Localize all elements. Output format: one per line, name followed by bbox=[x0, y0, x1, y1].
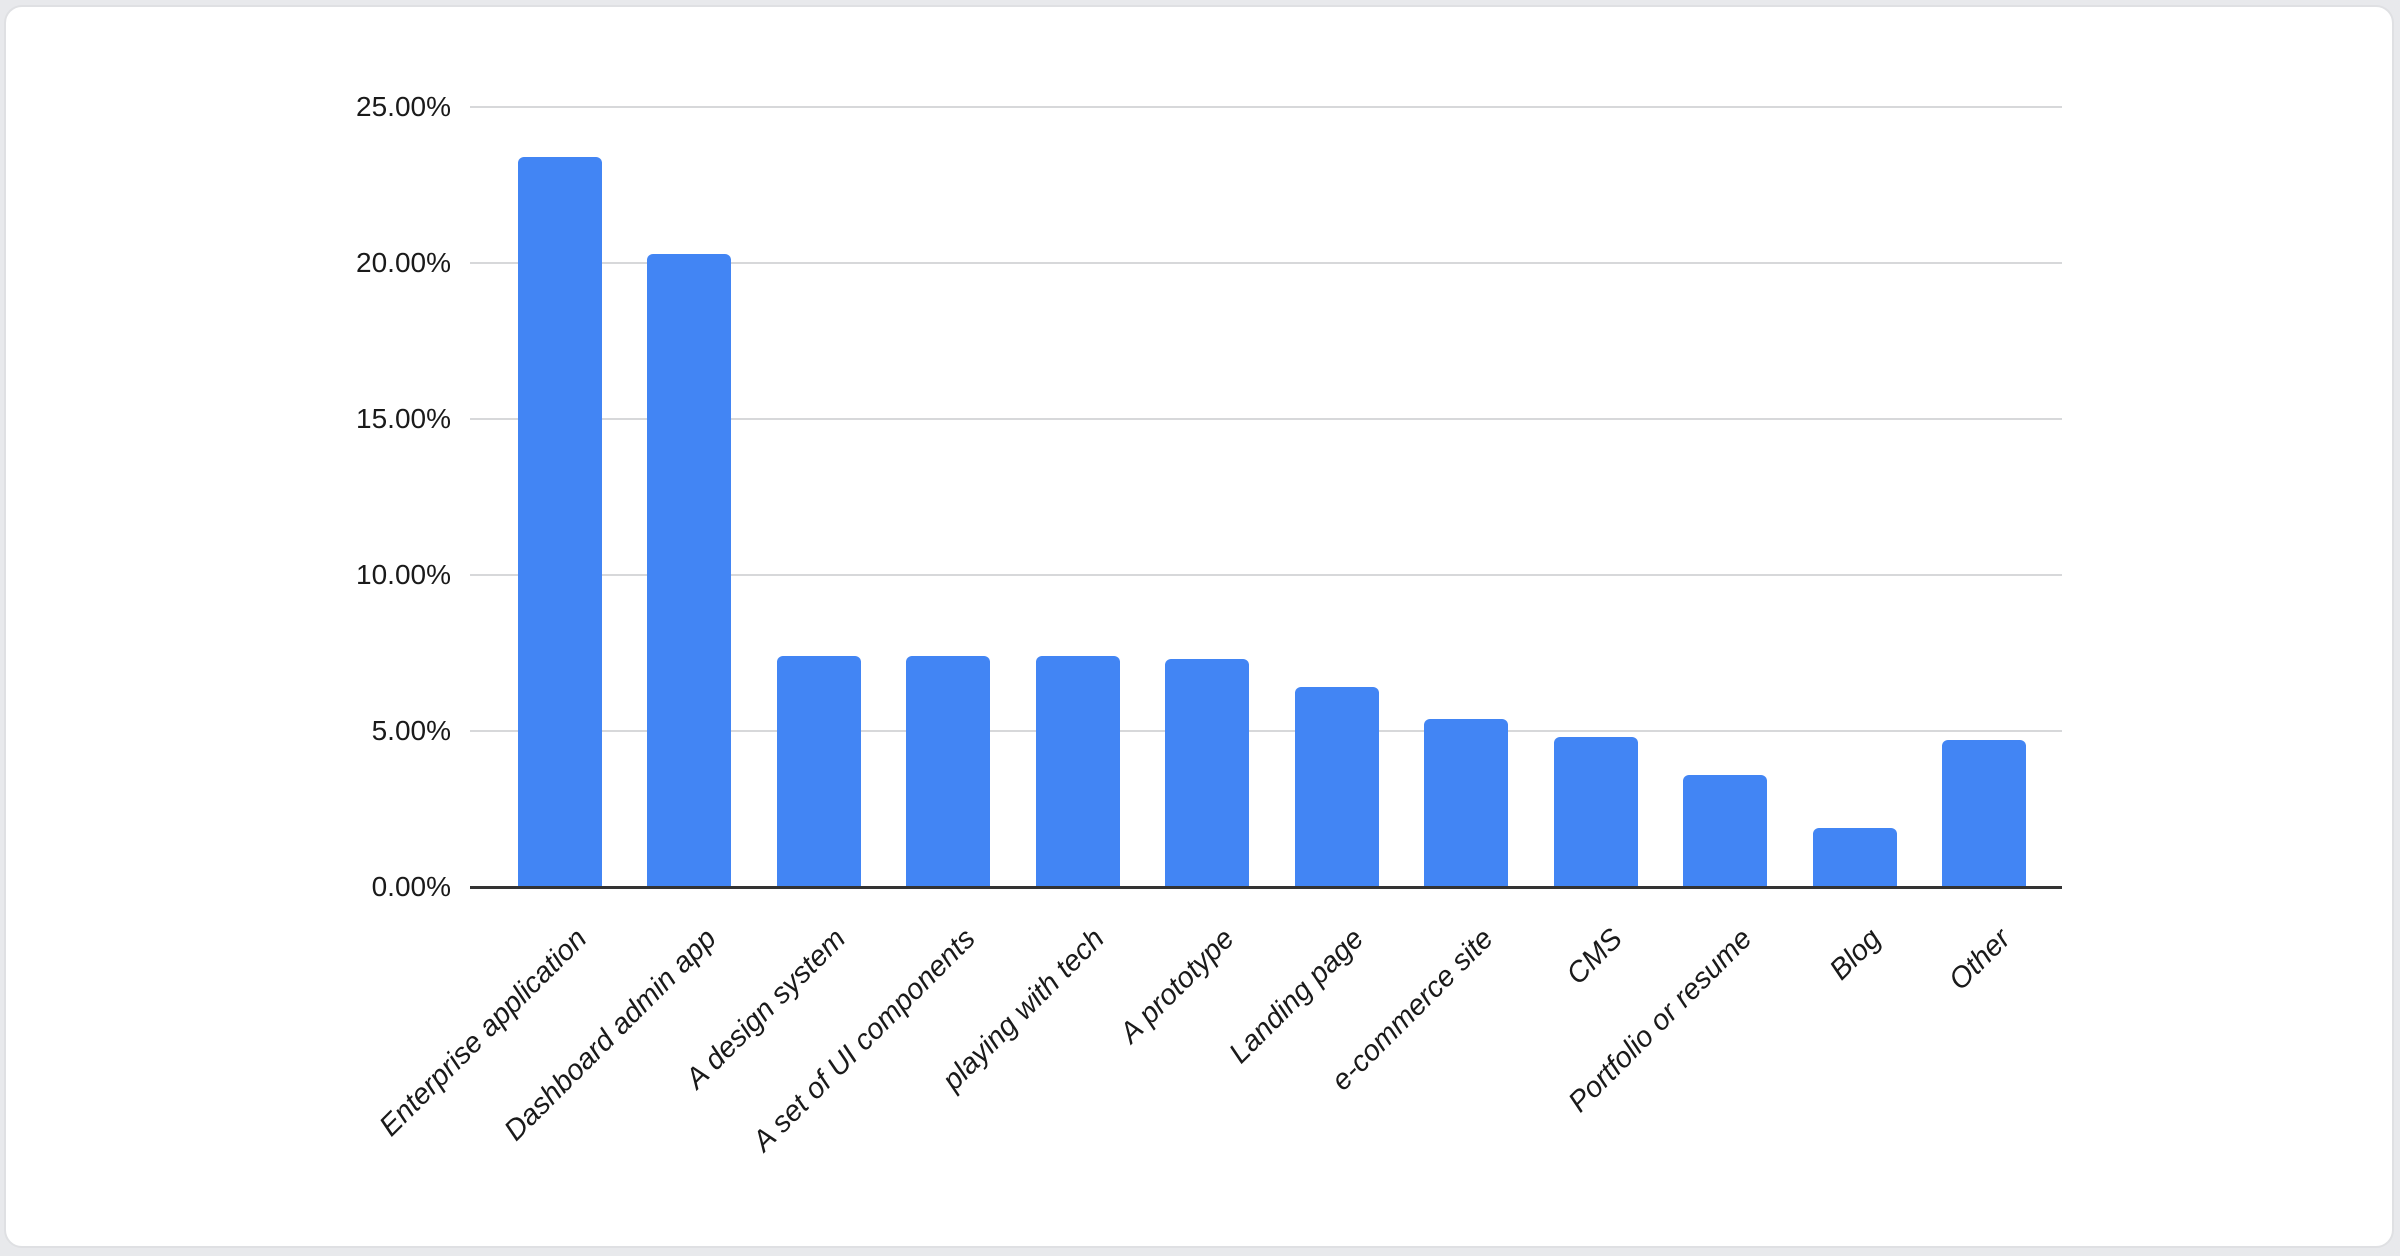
bar-e-commerce-site[interactable] bbox=[1424, 719, 1508, 887]
y-tick-label-20-00: 20.00% bbox=[356, 247, 451, 278]
bar-landing-page[interactable] bbox=[1295, 687, 1379, 887]
x-tick-label-a-prototype: A prototype bbox=[1113, 922, 1241, 1050]
bar-other[interactable] bbox=[1942, 740, 2026, 887]
x-tick-label-a-set-of-ui-components: A set of UI components bbox=[746, 922, 982, 1158]
bar-a-set-of-ui-components[interactable] bbox=[906, 656, 990, 887]
bar-portfolio-or-resume[interactable] bbox=[1683, 775, 1767, 887]
bar-playing-with-tech[interactable] bbox=[1036, 656, 1120, 887]
bar-a-prototype[interactable] bbox=[1165, 659, 1249, 887]
bar-blog[interactable] bbox=[1813, 828, 1897, 887]
gridline-10-00 bbox=[470, 574, 2062, 576]
x-tick-label-blog: Blog bbox=[1824, 922, 1888, 987]
x-axis-line bbox=[470, 886, 2062, 889]
gridline-15-00 bbox=[470, 418, 2062, 420]
y-tick-label-25-00: 25.00% bbox=[356, 91, 451, 122]
x-tick-label-dashboard-admin-app: Dashboard admin app bbox=[498, 922, 723, 1148]
y-tick-label-15-00: 15.00% bbox=[356, 403, 451, 434]
x-tick-label-other: Other bbox=[1943, 922, 2018, 997]
gridline-5-00 bbox=[470, 730, 2062, 732]
y-tick-label-10-00: 10.00% bbox=[356, 559, 451, 590]
gridline-25-00 bbox=[470, 106, 2062, 108]
y-tick-label-5-00: 5.00% bbox=[371, 715, 451, 746]
bar-dashboard-admin-app[interactable] bbox=[647, 254, 731, 887]
x-tick-label-cms: CMS bbox=[1560, 922, 1629, 991]
gridline-20-00 bbox=[470, 262, 2062, 264]
bar-enterprise-application[interactable] bbox=[518, 157, 602, 887]
bar-cms[interactable] bbox=[1554, 737, 1638, 887]
chart-card: 0.00% 5.00% 10.00% 15.00% 20.00% 25.00% Enterp… bbox=[4, 5, 2394, 1248]
y-tick-label-0-00: 0.00% bbox=[371, 871, 451, 902]
bar-a-design-system[interactable] bbox=[777, 656, 861, 887]
x-tick-label-enterprise-application: Enterprise application bbox=[373, 922, 594, 1143]
